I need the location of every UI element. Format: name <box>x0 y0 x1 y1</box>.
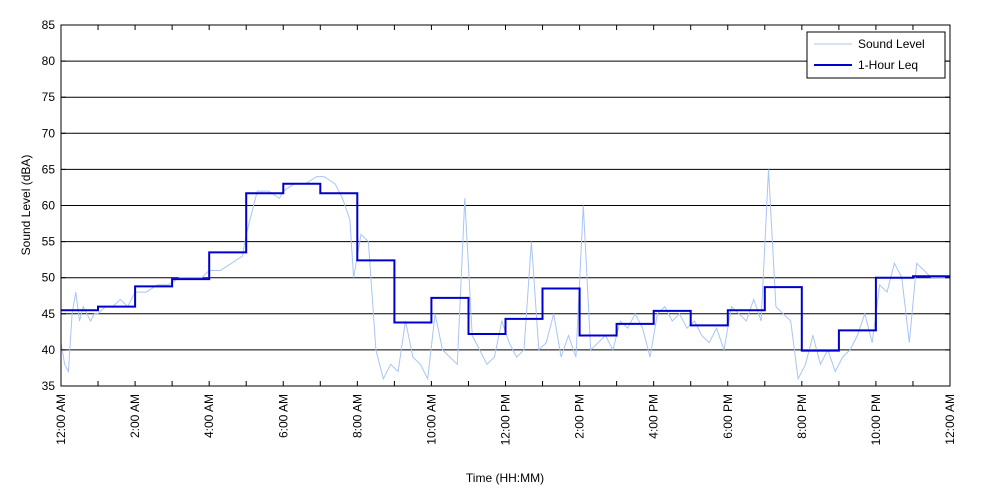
x-tick-label-3: 6:00 AM <box>276 394 290 438</box>
legend-label-leq: 1-Hour Leq <box>858 58 918 72</box>
series-layer <box>60 169 950 381</box>
x-tick-label-5: 10:00 AM <box>424 394 438 445</box>
y-tick-label-45: 45 <box>42 307 56 321</box>
y-axis: 35 40 45 50 55 60 65 70 75 80 85 <box>42 18 950 393</box>
legend: Sound Level 1-Hour Leq <box>806 31 946 79</box>
x-tick-label-8: 4:00 PM <box>647 394 661 439</box>
x-tick-label-1: 2:00 AM <box>128 394 142 438</box>
x-axis: 12:00 AM 2:00 AM 4:00 AM 6:00 AM 8:00 AM 10:0… <box>54 25 957 445</box>
y-tick-label-75: 75 <box>42 90 56 104</box>
x-tick-label-9: 6:00 PM <box>721 394 735 439</box>
x-tick-label-0: 12:00 AM <box>54 394 68 445</box>
y-tick-label-85: 85 <box>42 18 56 32</box>
x-tick-label-11: 10:00 PM <box>869 394 883 445</box>
x-tick-label-2: 4:00 AM <box>202 394 216 438</box>
y-tick-label-40: 40 <box>42 343 56 357</box>
y-tick-label-60: 60 <box>42 199 56 213</box>
x-tick-label-6: 12:00 PM <box>499 394 513 445</box>
y-tick-label-55: 55 <box>42 235 56 249</box>
y-axis-title: Sound Level (dBA) <box>19 155 33 256</box>
x-tick-label-7: 2:00 PM <box>573 394 587 439</box>
legend-label-sound-level: Sound Level <box>858 37 925 51</box>
x-axis-title: Time (HH:MM) <box>466 471 544 485</box>
series-leq-step-line <box>61 182 950 352</box>
y-tick-label-50: 50 <box>42 271 56 285</box>
y-tick-label-80: 80 <box>42 54 56 68</box>
x-tick-label-12: 12:00 AM <box>943 394 957 445</box>
y-tick-label-70: 70 <box>42 126 56 140</box>
y-tick-label-35: 35 <box>42 379 56 393</box>
y-tick-label-65: 65 <box>42 162 56 176</box>
x-tick-label-10: 8:00 PM <box>795 394 809 439</box>
x-tick-label-4: 8:00 AM <box>350 394 364 438</box>
legend-box <box>806 31 946 79</box>
series-sound-level-line <box>60 169 950 381</box>
